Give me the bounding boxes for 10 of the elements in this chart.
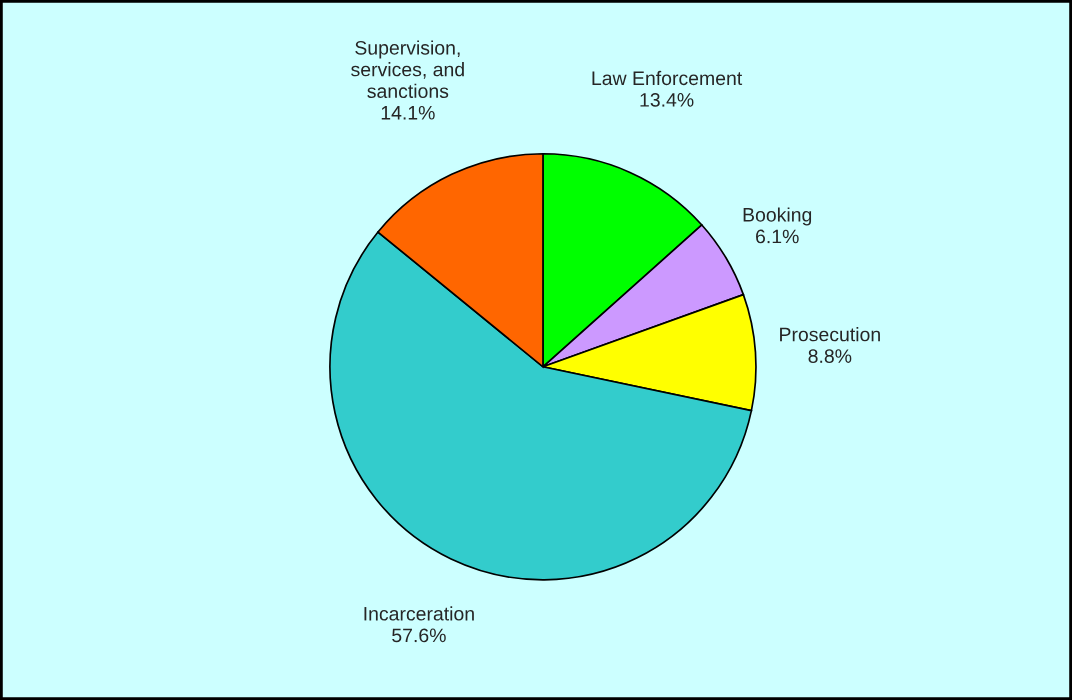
slice-label: Prosecution xyxy=(780,327,880,342)
data-label: 13.4% xyxy=(640,93,694,107)
slice-label: Incarceration xyxy=(364,606,474,621)
data-label: 6.1% xyxy=(756,229,799,244)
data-label: 8.8% xyxy=(808,349,852,363)
data-label: 14.1% xyxy=(381,105,435,120)
slice-label: Booking xyxy=(743,207,812,226)
slice-label: Law Enforcement xyxy=(592,70,743,86)
data-label: 57.6% xyxy=(392,628,446,643)
slice-label: Supervision, services, and sanctions xyxy=(351,40,464,99)
